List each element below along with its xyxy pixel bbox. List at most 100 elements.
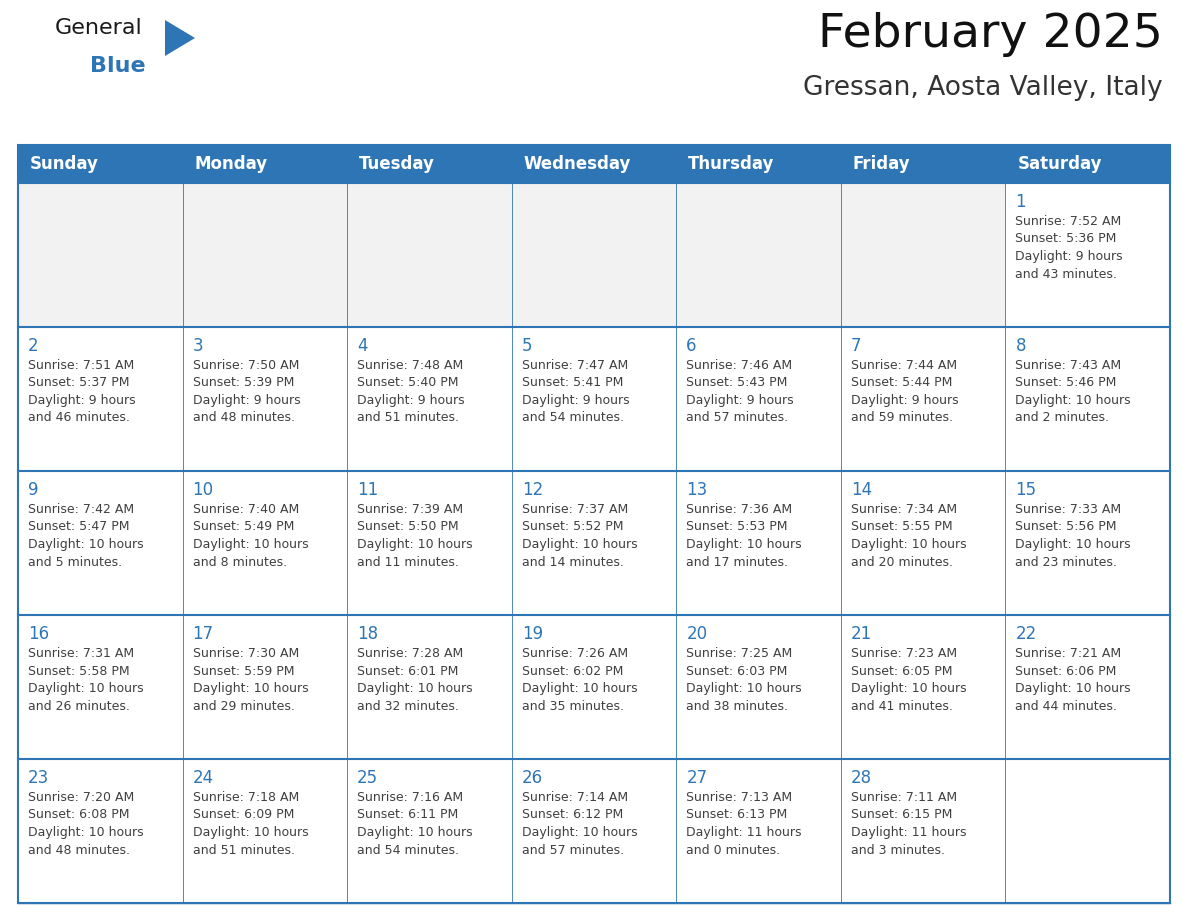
Text: Thursday: Thursday [688,155,775,173]
Bar [1005,759,1170,903]
Text: Tuesday: Tuesday [359,155,435,173]
Bar [841,759,1005,903]
Bar [512,183,676,327]
Text: Sunrise: 7:33 AM
Sunset: 5:56 PM
Daylight: 10 hours
and 23 minutes.: Sunrise: 7:33 AM Sunset: 5:56 PM Dayligh… [1016,503,1131,568]
Bar [841,615,1005,759]
Text: Sunrise: 7:51 AM
Sunset: 5:37 PM
Daylight: 9 hours
and 46 minutes.: Sunrise: 7:51 AM Sunset: 5:37 PM Dayligh… [29,359,135,424]
Bar [676,183,841,327]
Bar [841,183,1005,327]
Text: Sunrise: 7:18 AM
Sunset: 6:09 PM
Daylight: 10 hours
and 51 minutes.: Sunrise: 7:18 AM Sunset: 6:09 PM Dayligh… [192,791,308,856]
Bar [183,471,347,615]
Text: Sunrise: 7:26 AM
Sunset: 6:02 PM
Daylight: 10 hours
and 35 minutes.: Sunrise: 7:26 AM Sunset: 6:02 PM Dayligh… [522,647,637,712]
Bar [347,615,512,759]
Text: 7: 7 [851,337,861,355]
Text: 19: 19 [522,625,543,643]
Bar [18,471,183,615]
Text: 1: 1 [1016,193,1026,211]
Bar [18,327,183,471]
Bar [676,327,841,471]
Polygon shape [165,20,195,56]
Text: Monday: Monday [195,155,267,173]
Text: Sunrise: 7:14 AM
Sunset: 6:12 PM
Daylight: 10 hours
and 57 minutes.: Sunrise: 7:14 AM Sunset: 6:12 PM Dayligh… [522,791,637,856]
Text: Blue: Blue [90,56,146,76]
Bar [676,471,841,615]
Bar [841,471,1005,615]
Text: 17: 17 [192,625,214,643]
Text: Sunrise: 7:37 AM
Sunset: 5:52 PM
Daylight: 10 hours
and 14 minutes.: Sunrise: 7:37 AM Sunset: 5:52 PM Dayligh… [522,503,637,568]
Text: Sunrise: 7:21 AM
Sunset: 6:06 PM
Daylight: 10 hours
and 44 minutes.: Sunrise: 7:21 AM Sunset: 6:06 PM Dayligh… [1016,647,1131,712]
Bar [1005,471,1170,615]
Text: 18: 18 [358,625,378,643]
Bar [347,471,512,615]
Text: 2: 2 [29,337,39,355]
Text: 28: 28 [851,769,872,787]
Bar [183,615,347,759]
Bar [183,327,347,471]
Text: Sunrise: 7:44 AM
Sunset: 5:44 PM
Daylight: 9 hours
and 59 minutes.: Sunrise: 7:44 AM Sunset: 5:44 PM Dayligh… [851,359,959,424]
Text: Sunrise: 7:11 AM
Sunset: 6:15 PM
Daylight: 11 hours
and 3 minutes.: Sunrise: 7:11 AM Sunset: 6:15 PM Dayligh… [851,791,966,856]
Bar [1005,327,1170,471]
Bar [1005,615,1170,759]
Text: Sunrise: 7:13 AM
Sunset: 6:13 PM
Daylight: 11 hours
and 0 minutes.: Sunrise: 7:13 AM Sunset: 6:13 PM Dayligh… [687,791,802,856]
Text: 3: 3 [192,337,203,355]
Bar [347,327,512,471]
Text: 14: 14 [851,481,872,499]
Text: 16: 16 [29,625,49,643]
Bar [512,615,676,759]
Text: Sunrise: 7:47 AM
Sunset: 5:41 PM
Daylight: 9 hours
and 54 minutes.: Sunrise: 7:47 AM Sunset: 5:41 PM Dayligh… [522,359,630,424]
Text: Sunrise: 7:16 AM
Sunset: 6:11 PM
Daylight: 10 hours
and 54 minutes.: Sunrise: 7:16 AM Sunset: 6:11 PM Dayligh… [358,791,473,856]
Bar [841,327,1005,471]
Text: Gressan, Aosta Valley, Italy: Gressan, Aosta Valley, Italy [803,75,1163,101]
Text: Sunrise: 7:40 AM
Sunset: 5:49 PM
Daylight: 10 hours
and 8 minutes.: Sunrise: 7:40 AM Sunset: 5:49 PM Dayligh… [192,503,308,568]
Text: 23: 23 [29,769,49,787]
Text: 20: 20 [687,625,707,643]
Text: Sunrise: 7:31 AM
Sunset: 5:58 PM
Daylight: 10 hours
and 26 minutes.: Sunrise: 7:31 AM Sunset: 5:58 PM Dayligh… [29,647,144,712]
Text: 15: 15 [1016,481,1037,499]
Text: Sunrise: 7:50 AM
Sunset: 5:39 PM
Daylight: 9 hours
and 48 minutes.: Sunrise: 7:50 AM Sunset: 5:39 PM Dayligh… [192,359,301,424]
Bar [512,327,676,471]
Text: Sunrise: 7:30 AM
Sunset: 5:59 PM
Daylight: 10 hours
and 29 minutes.: Sunrise: 7:30 AM Sunset: 5:59 PM Dayligh… [192,647,308,712]
Text: Sunrise: 7:48 AM
Sunset: 5:40 PM
Daylight: 9 hours
and 51 minutes.: Sunrise: 7:48 AM Sunset: 5:40 PM Dayligh… [358,359,465,424]
Text: 13: 13 [687,481,708,499]
Text: Sunrise: 7:52 AM
Sunset: 5:36 PM
Daylight: 9 hours
and 43 minutes.: Sunrise: 7:52 AM Sunset: 5:36 PM Dayligh… [1016,215,1123,281]
Bar [676,759,841,903]
Text: Sunrise: 7:42 AM
Sunset: 5:47 PM
Daylight: 10 hours
and 5 minutes.: Sunrise: 7:42 AM Sunset: 5:47 PM Dayligh… [29,503,144,568]
Bar [347,183,512,327]
Bar [1005,183,1170,327]
Text: February 2025: February 2025 [819,12,1163,57]
Bar [183,183,347,327]
Bar [18,145,1170,903]
Bar [676,615,841,759]
Text: 11: 11 [358,481,379,499]
Text: Friday: Friday [853,155,910,173]
Text: Sunrise: 7:36 AM
Sunset: 5:53 PM
Daylight: 10 hours
and 17 minutes.: Sunrise: 7:36 AM Sunset: 5:53 PM Dayligh… [687,503,802,568]
Text: 5: 5 [522,337,532,355]
Text: 22: 22 [1016,625,1037,643]
Bar [18,615,183,759]
Text: 24: 24 [192,769,214,787]
Text: Sunrise: 7:34 AM
Sunset: 5:55 PM
Daylight: 10 hours
and 20 minutes.: Sunrise: 7:34 AM Sunset: 5:55 PM Dayligh… [851,503,967,568]
Text: 27: 27 [687,769,707,787]
Text: 6: 6 [687,337,697,355]
Text: Sunrise: 7:46 AM
Sunset: 5:43 PM
Daylight: 9 hours
and 57 minutes.: Sunrise: 7:46 AM Sunset: 5:43 PM Dayligh… [687,359,794,424]
Bar [512,759,676,903]
Text: Sunrise: 7:43 AM
Sunset: 5:46 PM
Daylight: 10 hours
and 2 minutes.: Sunrise: 7:43 AM Sunset: 5:46 PM Dayligh… [1016,359,1131,424]
Text: 8: 8 [1016,337,1026,355]
Bar [18,145,1170,183]
Bar [512,471,676,615]
Text: Sunrise: 7:23 AM
Sunset: 6:05 PM
Daylight: 10 hours
and 41 minutes.: Sunrise: 7:23 AM Sunset: 6:05 PM Dayligh… [851,647,967,712]
Text: 10: 10 [192,481,214,499]
Text: Saturday: Saturday [1017,155,1102,173]
Text: 4: 4 [358,337,367,355]
Text: 26: 26 [522,769,543,787]
Text: Sunday: Sunday [30,155,99,173]
Text: General: General [55,18,143,38]
Text: 9: 9 [29,481,38,499]
Text: 12: 12 [522,481,543,499]
Text: Sunrise: 7:39 AM
Sunset: 5:50 PM
Daylight: 10 hours
and 11 minutes.: Sunrise: 7:39 AM Sunset: 5:50 PM Dayligh… [358,503,473,568]
Text: Sunrise: 7:28 AM
Sunset: 6:01 PM
Daylight: 10 hours
and 32 minutes.: Sunrise: 7:28 AM Sunset: 6:01 PM Dayligh… [358,647,473,712]
Text: Wednesday: Wednesday [524,155,631,173]
Bar [18,183,183,327]
Text: Sunrise: 7:25 AM
Sunset: 6:03 PM
Daylight: 10 hours
and 38 minutes.: Sunrise: 7:25 AM Sunset: 6:03 PM Dayligh… [687,647,802,712]
Bar [347,759,512,903]
